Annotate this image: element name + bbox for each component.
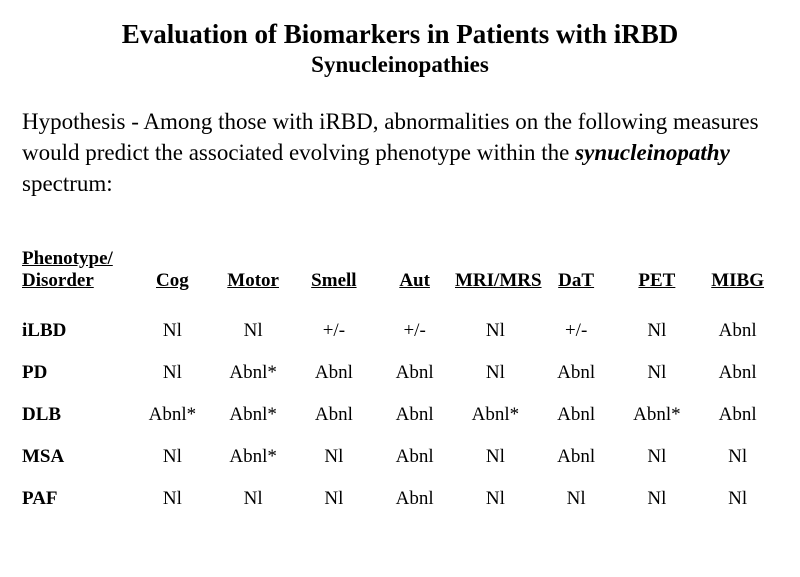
- table-cell: Nl: [617, 310, 698, 352]
- column-header-label: Smell: [311, 270, 356, 291]
- table-row: PAFNlNlNlAbnlNlNlNlNl: [22, 478, 778, 520]
- table-cell: Nl: [455, 436, 536, 478]
- table-row: PDNlAbnl*AbnlAbnlNlAbnlNlAbnl: [22, 352, 778, 394]
- table-cell: Abnl: [697, 352, 778, 394]
- column-header: PET: [617, 248, 698, 310]
- table-cell: Abnl*: [617, 394, 698, 436]
- table-cell: Abnl: [374, 436, 455, 478]
- table-cell: Nl: [294, 478, 375, 520]
- column-header-label: MIBG: [711, 270, 764, 291]
- table-cell: Nl: [455, 352, 536, 394]
- table-cell: Nl: [617, 436, 698, 478]
- table-cell: Nl: [132, 352, 213, 394]
- table-cell: Abnl: [536, 436, 617, 478]
- table-cell: Abnl*: [132, 394, 213, 436]
- table-cell: Abnl: [374, 352, 455, 394]
- table-cell: +/-: [294, 310, 375, 352]
- column-header: Cog: [132, 248, 213, 310]
- table-cell: Nl: [455, 310, 536, 352]
- column-header: MIBG: [697, 248, 778, 310]
- table-body: iLBDNlNl+/-+/-Nl+/-NlAbnlPDNlAbnl*AbnlAb…: [22, 310, 778, 520]
- column-header-label: Motor: [227, 270, 279, 291]
- table-row: MSANlAbnl*NlAbnlNlAbnlNlNl: [22, 436, 778, 478]
- row-label: DLB: [22, 394, 132, 436]
- table-cell: Abnl*: [213, 352, 294, 394]
- table-cell: Nl: [294, 436, 375, 478]
- table-cell: Nl: [132, 436, 213, 478]
- table-cell: Nl: [132, 310, 213, 352]
- table-cell: Abnl: [536, 352, 617, 394]
- table-cell: Abnl: [294, 394, 375, 436]
- column-header: Aut: [374, 248, 455, 310]
- table-cell: +/-: [536, 310, 617, 352]
- row-label: iLBD: [22, 310, 132, 352]
- table-cell: Nl: [455, 478, 536, 520]
- column-header: MRI/MRS: [455, 248, 536, 310]
- row-label: PD: [22, 352, 132, 394]
- table-cell: Nl: [697, 436, 778, 478]
- table-cell: Abnl: [374, 394, 455, 436]
- column-header-label: DaT: [558, 270, 594, 291]
- column-header-label: PET: [638, 270, 675, 291]
- row-label: PAF: [22, 478, 132, 520]
- table-cell: Abnl*: [213, 394, 294, 436]
- table-cell: +/-: [374, 310, 455, 352]
- column-header-label: MRI/MRS: [455, 270, 542, 291]
- column-header: DaT: [536, 248, 617, 310]
- hypothesis-emphasis: synucleinopathy: [575, 140, 730, 165]
- biomarkers-table: Phenotype/ Disorder Cog Motor Smell Aut …: [22, 248, 778, 520]
- table-cell: Nl: [697, 478, 778, 520]
- table-cell: Nl: [213, 310, 294, 352]
- column-header-label: Aut: [399, 270, 430, 291]
- table-cell: Abnl: [697, 394, 778, 436]
- table-cell: Nl: [213, 478, 294, 520]
- table-row: DLBAbnl*Abnl*AbnlAbnlAbnl*AbnlAbnl*Abnl: [22, 394, 778, 436]
- table-header-row: Phenotype/ Disorder Cog Motor Smell Aut …: [22, 248, 778, 310]
- table-cell: Nl: [617, 478, 698, 520]
- table-row: iLBDNlNl+/-+/-Nl+/-NlAbnl: [22, 310, 778, 352]
- table-cell: Nl: [132, 478, 213, 520]
- header-phenotype-line1: Phenotype/: [22, 248, 113, 269]
- table-cell: Abnl: [294, 352, 375, 394]
- column-header: Smell: [294, 248, 375, 310]
- column-header-phenotype: Phenotype/ Disorder: [22, 248, 132, 310]
- table-cell: Nl: [617, 352, 698, 394]
- hypothesis-text: Hypothesis - Among those with iRBD, abno…: [22, 106, 778, 199]
- table-cell: Abnl: [697, 310, 778, 352]
- table-cell: Abnl: [536, 394, 617, 436]
- page: Evaluation of Biomarkers in Patients wit…: [0, 0, 800, 520]
- hypothesis-suffix: spectrum:: [22, 171, 113, 196]
- row-label: MSA: [22, 436, 132, 478]
- page-title: Evaluation of Biomarkers in Patients wit…: [22, 18, 778, 50]
- header-phenotype-line2: Disorder: [22, 270, 94, 291]
- page-subtitle: Synucleinopathies: [22, 52, 778, 78]
- column-header: Motor: [213, 248, 294, 310]
- table-cell: Abnl: [374, 478, 455, 520]
- table-cell: Nl: [536, 478, 617, 520]
- table-cell: Abnl*: [455, 394, 536, 436]
- column-header-label: Cog: [156, 270, 189, 291]
- table-cell: Abnl*: [213, 436, 294, 478]
